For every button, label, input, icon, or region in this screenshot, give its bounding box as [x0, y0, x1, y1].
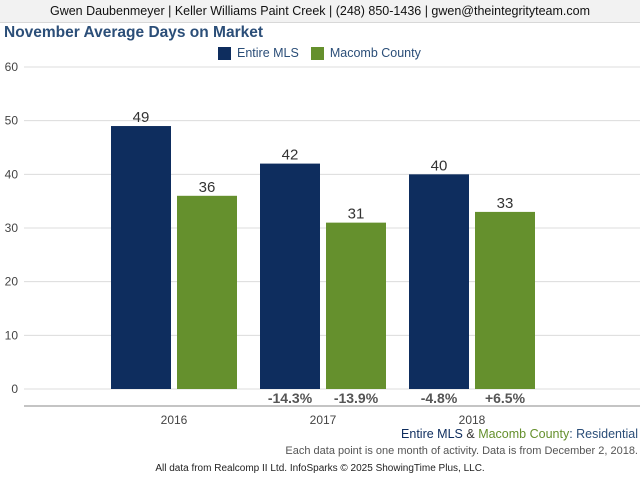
caption-suffix: : Residential — [569, 427, 638, 441]
bar — [177, 195, 237, 389]
legend-label-entire-mls: Entire MLS — [237, 46, 299, 60]
change-label: -4.8% — [421, 390, 458, 406]
chart-legend: Entire MLS Macomb County — [218, 45, 433, 61]
y-tick-label: 30 — [5, 221, 19, 235]
bar-value-label: 42 — [282, 147, 299, 164]
bar — [326, 222, 386, 389]
legend-swatch-entire-mls — [218, 46, 231, 60]
data-credit: All data from Realcomp II Ltd. InfoSpark… — [155, 463, 485, 474]
y-tick-label: 60 — [5, 60, 19, 74]
y-tick-label: 40 — [5, 167, 19, 181]
legend-label-macomb-county: Macomb County — [329, 46, 421, 60]
x-tick-label: 2018 — [459, 413, 486, 427]
change-label: -14.3% — [268, 390, 313, 406]
contact-header: Gwen Daubenmeyer | Keller Williams Paint… — [0, 0, 640, 23]
caption-entire-mls: Entire MLS — [401, 427, 463, 441]
y-tick-label: 50 — [5, 114, 19, 128]
caption-macomb: Macomb County — [478, 427, 570, 441]
legend-item-entire-mls[interactable]: Entire MLS — [218, 46, 299, 60]
change-label: -13.9% — [334, 390, 379, 406]
y-tick-label: 20 — [5, 275, 19, 289]
y-tick-label: 10 — [5, 328, 19, 342]
data-note: Each data point is one month of activity… — [285, 445, 638, 457]
x-tick-label: 2016 — [161, 413, 188, 427]
bar — [111, 126, 171, 390]
bar-value-label: 40 — [431, 157, 448, 174]
y-tick-label: 0 — [11, 382, 18, 396]
legend-swatch-macomb-county — [310, 46, 324, 60]
chart-title: November Average Days on Market — [4, 24, 264, 41]
bar-value-label: 36 — [199, 179, 216, 196]
bar-value-label: 33 — [497, 195, 514, 212]
legend-item-macomb-county[interactable]: Macomb County — [310, 46, 421, 60]
bar-value-label: 49 — [133, 109, 150, 126]
change-label: +6.5% — [485, 390, 526, 406]
bar-value-label: 31 — [348, 206, 365, 223]
bar — [409, 174, 469, 389]
x-tick-label: 2017 — [310, 413, 337, 427]
contact-text: Gwen Daubenmeyer | Keller Williams Paint… — [49, 4, 591, 18]
series-caption: Entire MLS & Macomb County: Residential — [401, 427, 638, 441]
caption-amp: & — [466, 427, 475, 441]
bar — [260, 163, 320, 389]
bar — [475, 211, 535, 389]
